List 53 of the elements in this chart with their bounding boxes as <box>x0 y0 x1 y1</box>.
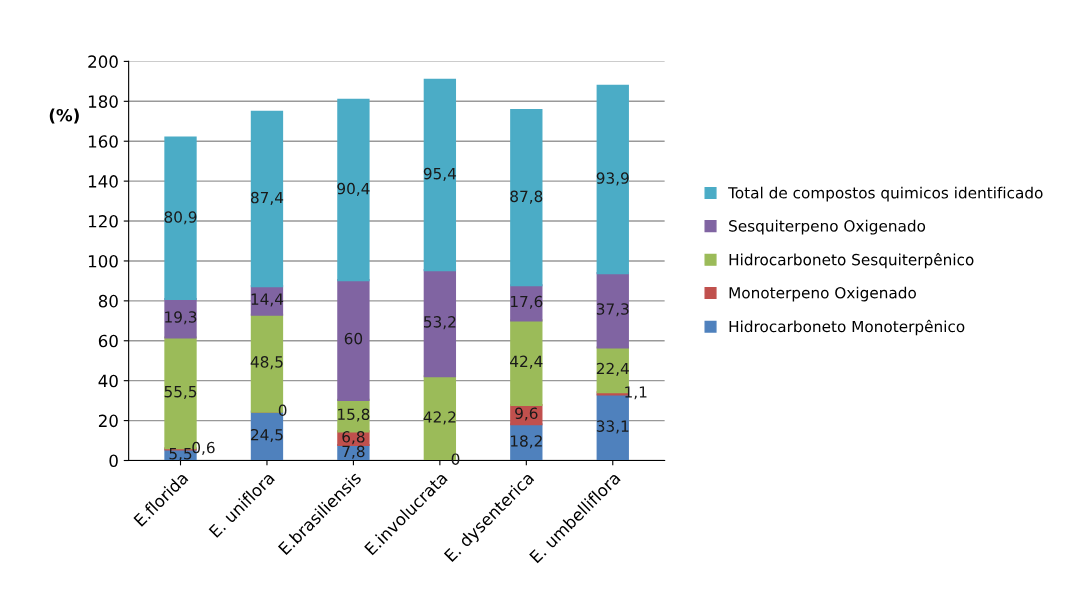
y-tick-label: 80 <box>98 294 118 308</box>
legend-label: Hidrocarboneto Monoterpênico <box>729 319 965 336</box>
bar <box>596 272 629 349</box>
y-tick-label: 120 <box>88 215 118 228</box>
y-tick-label: 40 <box>98 374 118 388</box>
bar <box>510 109 543 287</box>
y-axis-title: (%) <box>49 108 79 124</box>
data-label: 0 <box>278 404 287 417</box>
data-label: 55,5 <box>164 386 197 399</box>
legend-label: Sesquiterpeno Oxigenado <box>729 219 926 235</box>
data-label: 87,8 <box>510 190 543 204</box>
data-label: 93,9 <box>596 172 629 186</box>
data-label: 24,5 <box>251 428 283 443</box>
data-label: 17,6 <box>510 295 543 309</box>
data-label: 33,1 <box>596 420 629 434</box>
bar <box>510 319 543 407</box>
bar <box>423 269 457 378</box>
data-label: 95,4 <box>423 167 457 181</box>
y-tick-label: 160 <box>88 135 118 148</box>
bar <box>250 110 284 288</box>
data-label: 80,9 <box>164 211 197 225</box>
bar <box>596 84 629 275</box>
data-label: 15,8 <box>338 408 370 422</box>
data-label: 42,4 <box>510 355 543 369</box>
data-label: 22,4 <box>596 362 629 376</box>
y-tick-label: 0 <box>109 454 118 468</box>
data-label: 6,8 <box>342 431 365 445</box>
bar <box>337 279 370 401</box>
data-label: 5,5 <box>169 448 192 461</box>
data-label: 9,6 <box>515 407 538 421</box>
bar <box>337 98 370 282</box>
y-tick-label: 180 <box>88 95 118 108</box>
y-tick-label: 140 <box>88 175 118 188</box>
data-label: 90,4 <box>337 182 370 196</box>
data-label: 19,3 <box>165 311 197 325</box>
bar <box>164 298 197 339</box>
y-tick-label: 200 <box>88 55 118 68</box>
data-label: 14,4 <box>251 293 284 307</box>
bar <box>164 136 197 301</box>
legend-label: Monoterpeno Oxigenado <box>729 286 916 302</box>
data-label: 53,2 <box>424 316 456 330</box>
y-tick-label: 20 <box>98 414 118 428</box>
data-label: 7,8 <box>342 445 365 459</box>
data-label: 37,3 <box>596 303 629 317</box>
data-label: 87,4 <box>250 191 284 205</box>
legend-label: Total de compostos quimicos identificado <box>728 186 1043 202</box>
bar <box>423 78 457 272</box>
data-label: 18,2 <box>510 435 542 449</box>
data-label: 42,2 <box>423 411 456 425</box>
legend-label: Hidrocarboneto Sesquiterpênico <box>729 252 974 269</box>
y-tick-label: 60 <box>98 334 118 348</box>
y-tick-label: 100 <box>88 254 118 268</box>
data-label: 60 <box>344 332 363 345</box>
